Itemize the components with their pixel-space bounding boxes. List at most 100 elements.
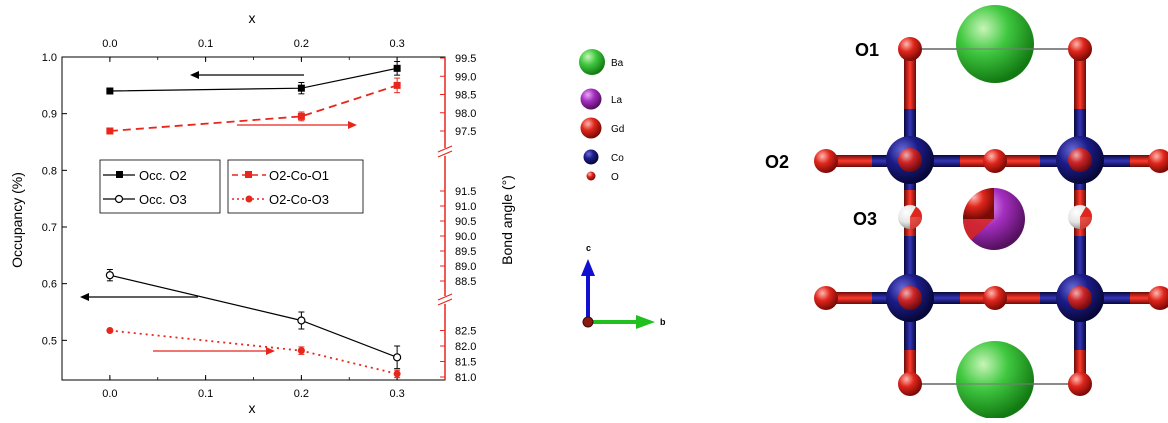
atom-legend: Ba La Gd Co O [579, 49, 624, 183]
y-right-middle-tick-label: 89.5 [455, 246, 476, 258]
data-point [297, 112, 305, 120]
b-axis-arrow-head [636, 315, 655, 329]
atom-label-gd: Gd [611, 124, 624, 135]
series-o2-co-o3 [106, 327, 401, 379]
series-line [109, 329, 398, 375]
data-point [106, 127, 114, 135]
x-tick-label: 0.2 [294, 388, 309, 400]
la-gd-atom [962, 188, 1025, 250]
y-right-upper-tick-label: 99.0 [455, 71, 476, 83]
y-right-lower-tick-label: 81.0 [455, 372, 476, 384]
ba-swatch [579, 49, 605, 75]
x-tick-label: 0.1 [198, 388, 213, 400]
gd-swatch [580, 117, 602, 139]
y-axis-right-label: Bond angle (°) [499, 175, 515, 265]
data-point [393, 353, 402, 362]
site-label-o2: O2 [765, 152, 789, 172]
atom-label-la: La [611, 95, 623, 106]
y-axis-left-label: Occupancy (%) [9, 172, 25, 268]
atom-legend-co: Co [583, 149, 624, 165]
series-layer [105, 61, 402, 379]
co-swatch [583, 149, 599, 165]
legend-entry-o2-co-o3: O2-Co-O3 [232, 192, 329, 207]
y-right-lower-tick-label: 82.5 [455, 326, 476, 338]
legend-label-o2-co-o3: O2-Co-O3 [269, 192, 329, 207]
y-left-tick-label: 0.9 [42, 109, 57, 121]
data-point [297, 84, 305, 92]
y-left-tick-label: 1.0 [42, 52, 57, 64]
o-atom-bottom-left [898, 372, 922, 396]
y-right-middle-tick-label: 90.5 [455, 216, 476, 228]
x-top-tick-label: 0.2 [294, 38, 309, 50]
atom-label-o: O [611, 172, 619, 183]
ba-atom-bottom [956, 341, 1034, 419]
series-occ-o3 [105, 269, 402, 370]
o2-atom-left [814, 149, 838, 173]
series-o2-co-o1 [106, 77, 401, 135]
crystal-structure: O1 O2 O3 [765, 5, 1168, 419]
y-axis-left: 0.5 0.6 0.7 0.8 0.9 1.0 [42, 52, 67, 347]
axis-triad: c b [581, 243, 666, 329]
arrow-o3-left [80, 293, 198, 301]
arrow-o2co-o1-right [237, 121, 357, 129]
y-right-middle-tick-label: 88.5 [455, 276, 476, 288]
x-top-tick-label: 0.3 [389, 38, 404, 50]
y-right-upper-tick-label: 98.0 [455, 108, 476, 120]
atom-legend-la: La [580, 88, 623, 110]
o-atom-bottom-right [1068, 372, 1092, 396]
y-right-upper-tick-label: 97.5 [455, 126, 476, 138]
legend-entry-occ-o3: Occ. O3 [103, 192, 187, 207]
data-point [297, 347, 305, 355]
x-axis-label: x [249, 400, 256, 416]
site-label-o1: O1 [855, 40, 879, 60]
data-point [106, 87, 114, 95]
site-label-o3: O3 [853, 209, 877, 229]
horizontal-bonds [826, 155, 1168, 304]
ba-atom-top [956, 5, 1034, 83]
la-swatch [580, 88, 602, 110]
series-line [109, 67, 398, 92]
data-point [393, 64, 401, 72]
chart-panel: 0.0 0.1 0.2 0.3 0.0 0.1 0.2 0.3 0.50.60.70.80.… [9, 10, 515, 416]
y-left-tick-label: 0.5 [42, 335, 57, 347]
x-tick-label: 0.0 [102, 388, 117, 400]
o-atom-row2-center [983, 286, 1007, 310]
y-right-middle-tick-label: 90.0 [455, 231, 476, 243]
c-axis-label: c [586, 243, 591, 253]
x-top-tick-label: 0.0 [102, 38, 117, 50]
y-right-lower-tick-label: 81.5 [455, 357, 476, 369]
atom-label-co: Co [611, 153, 624, 164]
o3-atom-right [1068, 205, 1092, 229]
atom-legend-ba: Ba [579, 49, 624, 75]
o1-atom-right [1068, 37, 1092, 61]
c-axis-arrow-head [581, 259, 595, 276]
legend-label-o2-co-o1: O2-Co-O1 [269, 168, 329, 183]
legend-label-occ-o2: Occ. O2 [139, 168, 187, 183]
y-left-tick-label: 0.8 [42, 165, 57, 177]
y-left-tick-label: 0.7 [42, 222, 57, 234]
x-top-tick-label: 0.1 [198, 38, 213, 50]
atom-legend-o: O [586, 171, 619, 183]
b-axis-label: b [660, 317, 666, 327]
y-right-upper-tick-label: 98.5 [455, 90, 476, 102]
atom-label-ba: Ba [611, 58, 624, 69]
y-right-lower-tick-label: 82.0 [455, 341, 476, 353]
x-tick-label: 0.3 [389, 388, 404, 400]
y-right-upper-tick-label: 99.5 [455, 53, 476, 65]
o2-atom-right [1148, 149, 1168, 173]
axis-break-lower [437, 293, 453, 306]
y-axis-right: 97.5 98.0 98.5 99.0 99.5 88.5 89.0 89.5 90.0 90.5… [440, 53, 476, 384]
data-point [393, 370, 401, 378]
y-left-tick-label: 0.6 [42, 279, 57, 291]
legend-entry-occ-o2: Occ. O2 [103, 168, 187, 183]
x-axis-bottom: 0.0 0.1 0.2 0.3 [61, 375, 446, 400]
x-axis-top-label: x [249, 10, 256, 26]
o3-atom-left [898, 205, 922, 229]
series-occ-o2 [106, 61, 401, 95]
legend-occupancy: Occ. O2 Occ. O3 [99, 159, 221, 214]
o-atom-row2-right [1148, 286, 1168, 310]
legend-entry-o2-co-o1: O2-Co-O1 [232, 168, 329, 183]
data-point [106, 327, 114, 334]
data-point [297, 316, 306, 325]
